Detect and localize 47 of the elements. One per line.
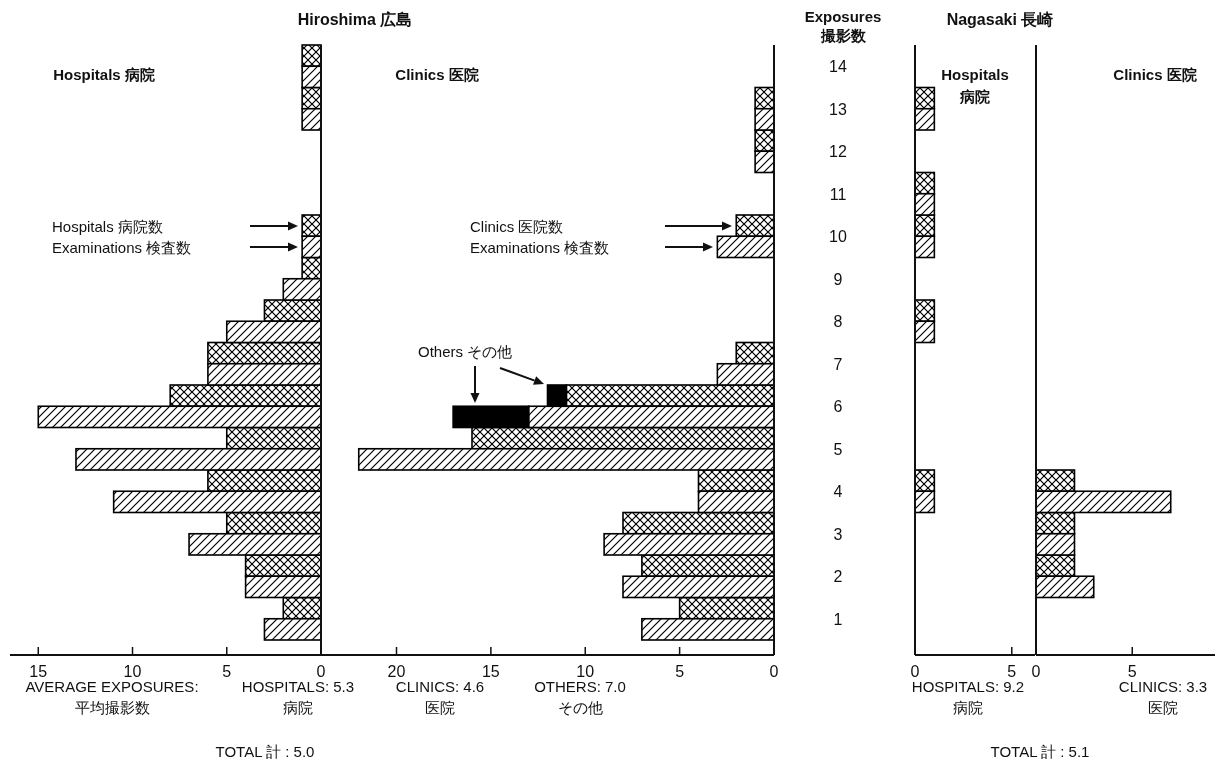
x-tick-label: 10 [576,663,595,680]
text: CLINICS: 3.3 医院 [1118,678,1208,716]
text: Hiroshima 広島 [297,10,413,28]
text: Clinics 医院 [1113,66,1197,83]
chart-title: Nagasaki 長崎 [946,11,1054,28]
x-tick-label: 5 [1127,663,1137,680]
y-tick-label: 7 [833,355,843,373]
x-tick-label: 5 [675,663,685,680]
x-tick-label: 5 [1007,663,1017,680]
text: TOTAL 計 : 5.0 [215,743,315,760]
y-tick-label: 3 [833,525,843,543]
text: HOSPITALS: 5.3 病院 [241,678,355,716]
text: HOSPITALS: 9.2 病院 [911,678,1025,716]
y-tick-label: 9 [833,270,843,288]
y-tick-label: 1 [833,610,843,628]
annotation: Examinations 検査数 [52,239,192,256]
x-tick-label: 0 [316,663,326,680]
y-tick-label: 13 [829,100,847,118]
text: AVERAGE EXPOSURES: 平均撮影数 [25,678,199,716]
text: Hospitals 病院 [53,66,155,83]
annotation: Clinics 医院数 [470,218,564,235]
y-axis-title: Exposures 撮影数 [804,8,882,44]
annotation: Examinations 検査数 [470,239,610,256]
text: TOTAL 計 : 5.1 [990,743,1090,760]
x-tick-label: 15 [481,663,500,680]
x-tick-label: 0 [769,663,779,680]
y-tick-label: 4 [833,483,843,501]
y-tick-label: 2 [833,568,843,586]
y-tick-label: 10 [829,228,847,246]
x-tick-label: 10 [123,663,142,680]
y-tick-label: 14 [829,58,847,76]
x-tick-label: 20 [387,663,406,680]
x-tick-label: 0 [1031,663,1041,680]
y-tick-label: 12 [829,143,847,161]
x-tick-label: 5 [222,663,232,680]
x-tick-label: 0 [910,663,920,680]
text: Clinics 医院 [395,66,479,83]
y-tick-label: 6 [833,398,843,416]
y-tick-label: 8 [833,313,843,331]
annotation: Hospitals 病院数 [52,218,163,235]
text: OTHERS: 7.0 その他 [534,678,626,716]
text: Hospitals 病院 [941,66,1009,105]
y-tick-label: 5 [833,440,843,458]
text: CLINICS: 4.6 医院 [395,678,485,716]
annotation: Others その他 [418,343,513,360]
x-tick-label: 15 [29,663,48,680]
y-tick-label: 11 [829,185,847,203]
